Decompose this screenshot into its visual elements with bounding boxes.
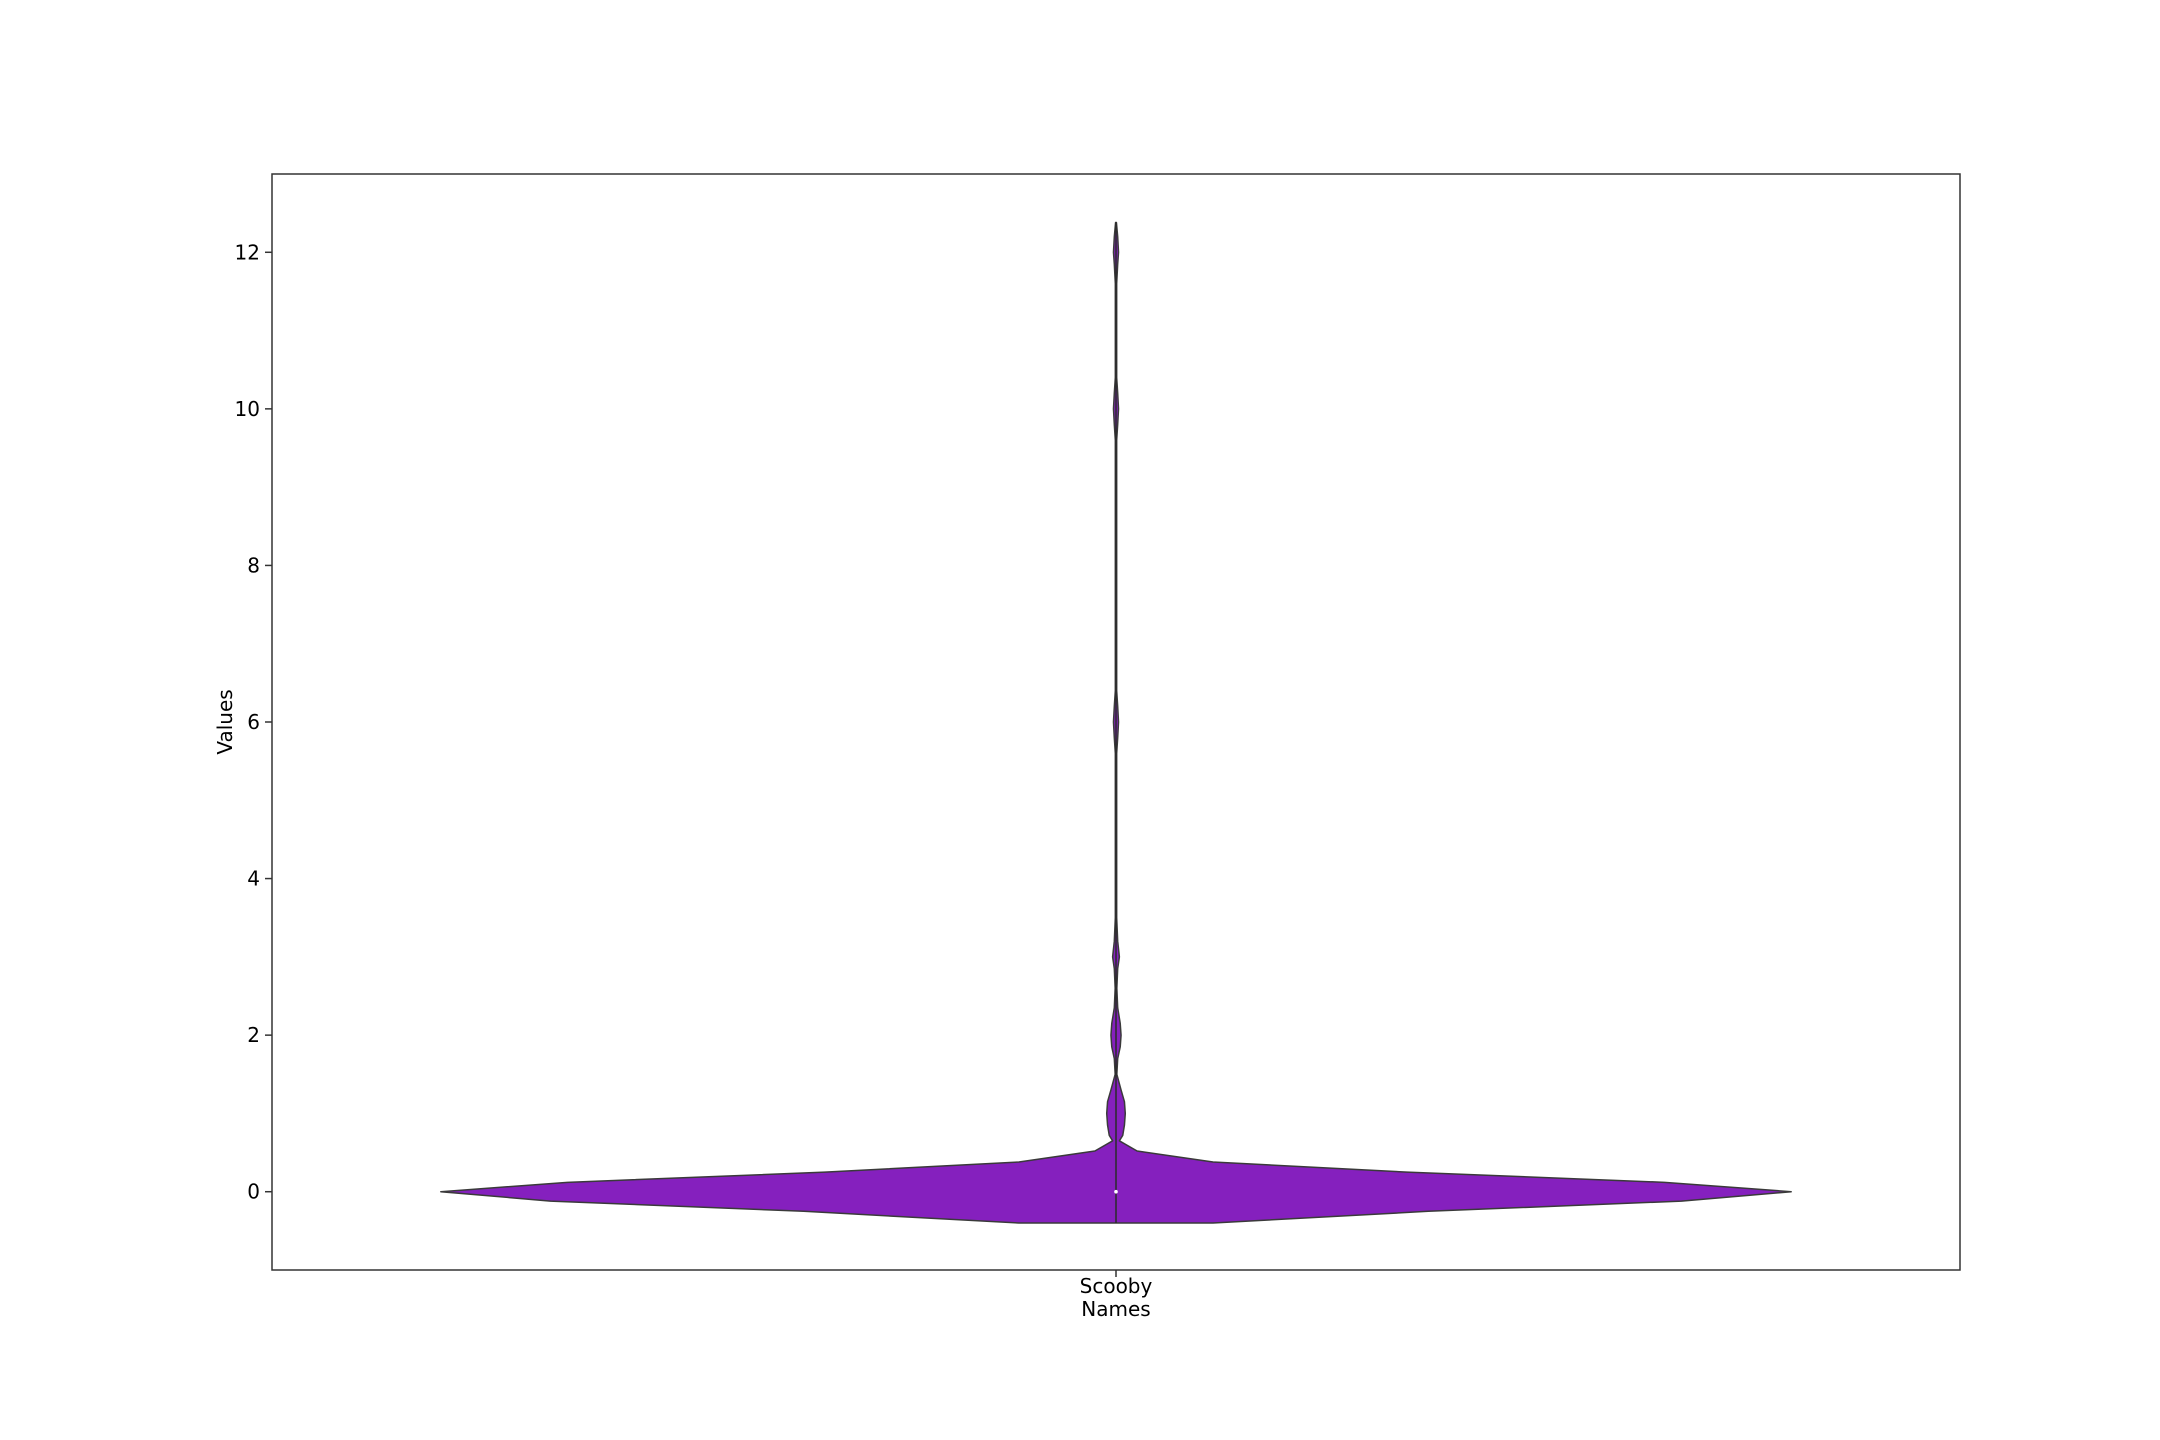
y-axis-label: Values xyxy=(213,689,237,754)
plot-area xyxy=(440,221,1792,1224)
x-tick-label: Scooby xyxy=(1080,1274,1153,1298)
y-tick-label: 10 xyxy=(235,397,260,421)
y-tick-label: 2 xyxy=(247,1023,260,1047)
median-point xyxy=(1114,1189,1118,1194)
y-tick-label: 12 xyxy=(235,240,260,264)
y-axis: 0 2 4 6 8 10 12 xyxy=(235,240,272,1204)
y-tick-label: 6 xyxy=(247,710,260,734)
y-tick-label: 4 xyxy=(247,867,260,891)
y-tick-label: 8 xyxy=(247,553,260,577)
x-axis: Scooby xyxy=(1080,1270,1153,1298)
x-axis-label: Names xyxy=(1081,1297,1150,1321)
y-tick-label: 0 xyxy=(247,1180,260,1204)
